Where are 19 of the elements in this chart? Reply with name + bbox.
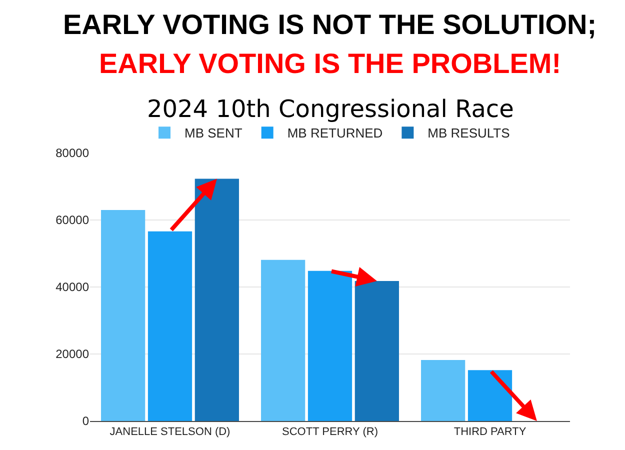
- x-tick-label: SCOTT PERRY (R): [282, 426, 378, 438]
- chart-subtitle: 2024 10th Congressional Race: [147, 95, 514, 123]
- y-tick-label: 60000: [56, 213, 90, 228]
- y-tick-label: 0: [82, 414, 90, 428]
- bar: [354, 280, 399, 421]
- chart-title: EARLY VOTING IS NOT THE SOLUTION; EARLY VOTING IS THE PROBLEM!: [63, 9, 597, 79]
- y-tick-label: 80000: [56, 146, 90, 160]
- legend-label: MB SENT: [184, 126, 242, 141]
- bar: [421, 360, 466, 421]
- bar: [261, 260, 306, 421]
- legend-label: MB RETURNED: [287, 126, 383, 141]
- x-tick-label: JANELLE STELSON (D): [110, 426, 230, 438]
- bar: [194, 178, 239, 421]
- bar: [101, 210, 146, 421]
- legend-label: MB RESULTS: [428, 126, 510, 141]
- y-tick-label: 20000: [56, 347, 90, 362]
- y-tick-label: 40000: [56, 280, 90, 294]
- bar: [308, 270, 352, 421]
- x-tick-label: THIRD PARTY: [454, 426, 527, 438]
